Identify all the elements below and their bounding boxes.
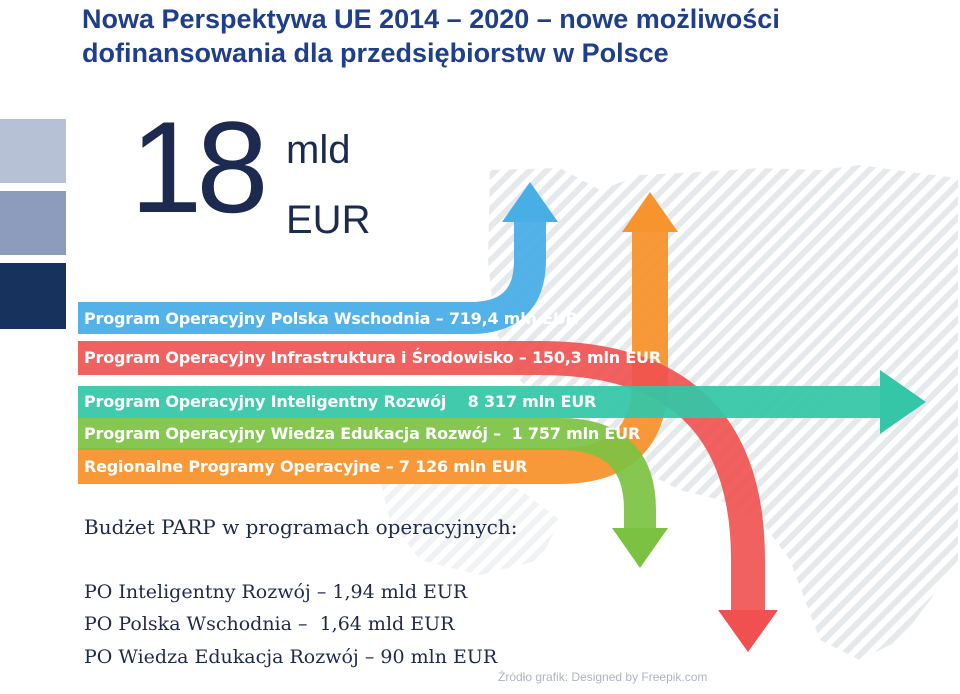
arrow-orange-head: [622, 192, 678, 232]
deco-square-dark: [0, 263, 66, 329]
budget-item-polska-wschodnia: PO Polska Wschodnia – 1,64 mld EUR: [84, 613, 455, 635]
program-label-wiedza-edukacja: Program Operacyjny Wiedza Edukacja Rozwó…: [84, 424, 641, 443]
budget-heading: Budżet PARP w programach operacyjnych:: [84, 515, 518, 539]
arrow-red-head: [718, 610, 778, 652]
arrow-blue: [78, 222, 546, 334]
deco-square-light: [0, 119, 66, 183]
program-label-infrastruktura: Program Operacyjny Infrastruktura i Środ…: [84, 348, 661, 367]
budget-item-wiedza: PO Wiedza Edukacja Rozwój – 90 mln EUR: [84, 646, 498, 668]
budget-item-inteligentny: PO Inteligentny Rozwój – 1,94 mld EUR: [84, 581, 468, 603]
program-label-inteligentny-rozwoj: Program Operacyjny Inteligentny Rozwój 8…: [84, 392, 597, 411]
arrow-green: [78, 418, 656, 528]
slide-title: Nowa Perspektywa UE 2014 – 2020 – nowe m…: [82, 2, 942, 70]
total-unit-mld: mld: [286, 128, 351, 172]
arrow-green-head: [612, 528, 668, 568]
title-line-1: Nowa Perspektywa UE 2014 – 2020 – nowe m…: [82, 4, 780, 34]
arrow-blue-head: [502, 182, 558, 222]
arrow-teal-head: [880, 370, 926, 434]
program-label-polska-wschodnia: Program Operacyjny Polska Wschodnia – 71…: [84, 309, 578, 328]
total-unit-eur: EUR: [286, 198, 371, 242]
title-line-2: dofinansowania dla przedsiębiorstw w Pol…: [82, 38, 669, 68]
image-source-credit: Źródło grafik: Designed by Freepik.com: [498, 670, 708, 684]
program-label-regionalne: Regionalne Programy Operacyjne – 7 126 m…: [84, 457, 528, 476]
deco-square-mid: [0, 191, 66, 255]
total-number: 18: [130, 94, 269, 240]
